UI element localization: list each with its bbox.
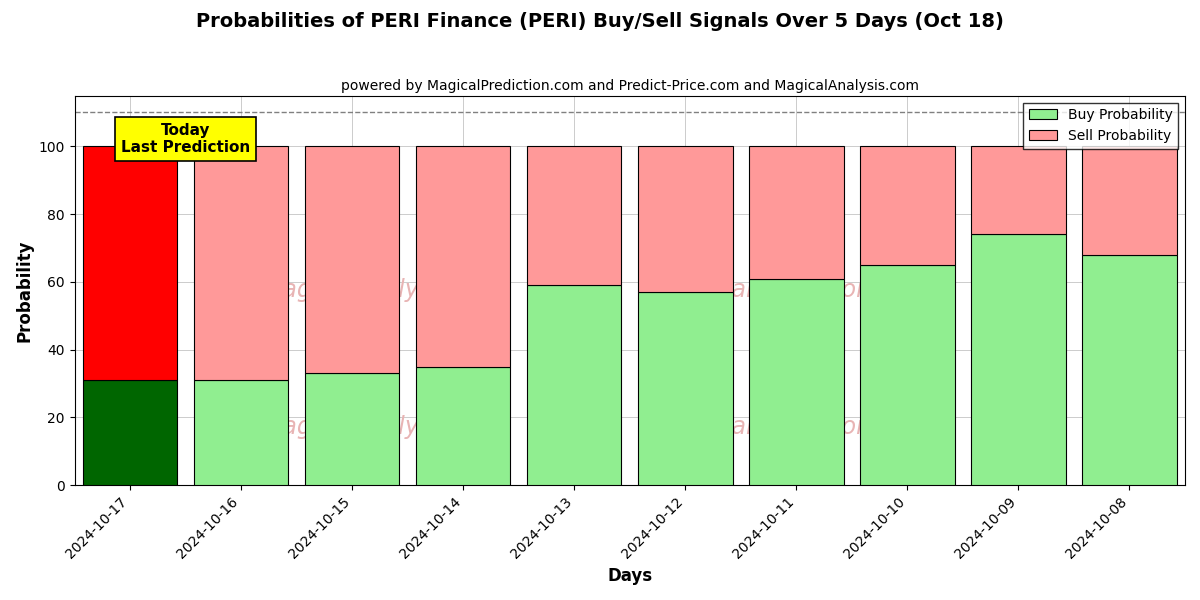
Title: powered by MagicalPrediction.com and Predict-Price.com and MagicalAnalysis.com: powered by MagicalPrediction.com and Pre… <box>341 79 919 93</box>
Bar <box>416 367 510 485</box>
Bar <box>1082 146 1177 255</box>
X-axis label: Days: Days <box>607 567 653 585</box>
Bar <box>305 373 400 485</box>
Y-axis label: Probability: Probability <box>16 239 34 341</box>
Bar <box>638 146 732 292</box>
Bar <box>1082 255 1177 485</box>
Bar <box>527 146 622 285</box>
Bar <box>971 235 1066 485</box>
Bar <box>749 146 844 278</box>
Text: MagicalPrediction.com: MagicalPrediction.com <box>662 415 930 439</box>
Text: MagicalAnalysis.com: MagicalAnalysis.com <box>263 415 509 439</box>
Bar <box>194 146 288 380</box>
Text: MagicalPrediction.com: MagicalPrediction.com <box>662 278 930 302</box>
Legend: Buy Probability, Sell Probability: Buy Probability, Sell Probability <box>1024 103 1178 149</box>
Bar <box>971 146 1066 235</box>
Text: Today
Last Prediction: Today Last Prediction <box>121 122 251 155</box>
Bar <box>83 146 178 380</box>
Text: MagicalAnalysis.com: MagicalAnalysis.com <box>263 278 509 302</box>
Bar <box>527 285 622 485</box>
Bar <box>305 146 400 373</box>
Text: Probabilities of PERI Finance (PERI) Buy/Sell Signals Over 5 Days (Oct 18): Probabilities of PERI Finance (PERI) Buy… <box>196 12 1004 31</box>
Bar <box>860 265 955 485</box>
Bar <box>749 278 844 485</box>
Bar <box>83 380 178 485</box>
Bar <box>638 292 732 485</box>
Bar <box>416 146 510 367</box>
Bar <box>860 146 955 265</box>
Bar <box>194 380 288 485</box>
